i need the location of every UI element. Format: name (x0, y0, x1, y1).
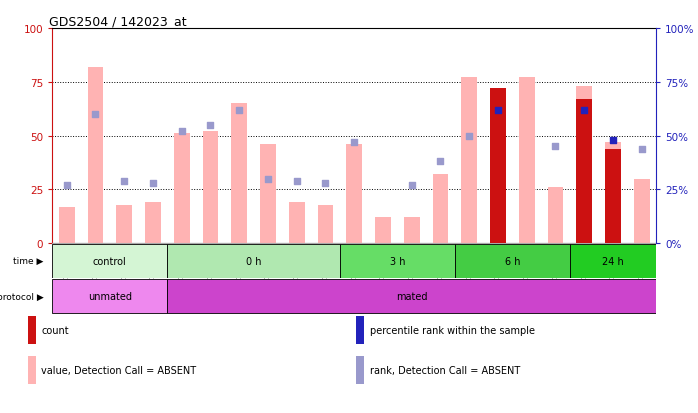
Point (205, 122, 216, 129)
Point (320, 180, 331, 187)
Bar (599, 29, 628, 244)
Bar (461, 78, 477, 244)
Bar (375, 218, 391, 244)
Text: 3 h: 3 h (389, 256, 405, 266)
Text: GDS2504 / 142023_at: GDS2504 / 142023_at (50, 15, 187, 28)
Point (90, 112, 101, 118)
Bar (548, 188, 563, 244)
Bar (139, 29, 168, 244)
Bar (283, 29, 311, 244)
Point (262, 176, 274, 183)
Bar (231, 104, 247, 244)
Bar (577, 100, 592, 244)
Point (176, 129, 187, 135)
Text: 6 h: 6 h (505, 256, 520, 266)
Bar (484, 29, 512, 244)
Bar (168, 280, 656, 313)
Bar (81, 29, 110, 244)
Text: percentile rank within the sample: percentile rank within the sample (369, 325, 535, 335)
Bar (168, 244, 340, 278)
Point (492, 107, 503, 114)
Bar (397, 29, 426, 244)
Point (348, 140, 360, 146)
Bar (52, 244, 168, 278)
Text: 0 h: 0 h (246, 256, 261, 266)
Bar (27, 356, 36, 385)
Text: count: count (41, 325, 69, 335)
Bar (87, 68, 103, 244)
Bar (145, 203, 161, 244)
Bar (196, 29, 225, 244)
Bar (628, 29, 656, 244)
Bar (455, 29, 484, 244)
Bar (311, 29, 340, 244)
Bar (318, 205, 334, 244)
Bar (110, 29, 139, 244)
Point (406, 183, 417, 189)
Bar (202, 132, 218, 244)
Bar (168, 29, 196, 244)
Bar (570, 244, 656, 278)
Text: value, Detection Call = ABSENT: value, Detection Call = ABSENT (41, 365, 196, 375)
Bar (605, 149, 621, 244)
Text: time ▶: time ▶ (13, 257, 44, 266)
Bar (404, 218, 419, 244)
Point (463, 133, 475, 140)
Bar (52, 280, 168, 313)
Bar (356, 316, 364, 344)
Bar (577, 87, 592, 244)
Text: rank, Detection Call = ABSENT: rank, Detection Call = ABSENT (369, 365, 520, 375)
Bar (490, 89, 506, 244)
Bar (225, 29, 253, 244)
Point (579, 107, 590, 114)
Point (61, 183, 73, 189)
Bar (174, 134, 190, 244)
Bar (605, 143, 621, 244)
Bar (369, 29, 397, 244)
Bar (490, 89, 506, 244)
Bar (433, 175, 448, 244)
Text: protocol ▶: protocol ▶ (0, 292, 44, 301)
Bar (59, 207, 75, 244)
Bar (260, 145, 276, 244)
Bar (346, 145, 362, 244)
Bar (426, 29, 455, 244)
Point (607, 137, 618, 144)
Point (550, 144, 561, 150)
Bar (634, 179, 650, 244)
Text: mated: mated (396, 291, 427, 301)
Bar (455, 244, 570, 278)
Bar (117, 205, 132, 244)
Bar (289, 203, 304, 244)
Text: unmated: unmated (88, 291, 132, 301)
Bar (27, 316, 36, 344)
Bar (356, 356, 364, 385)
Bar (253, 29, 283, 244)
Bar (512, 29, 541, 244)
Point (435, 159, 446, 165)
Text: 24 h: 24 h (602, 256, 624, 266)
Point (119, 178, 130, 185)
Point (636, 146, 647, 152)
Bar (570, 29, 599, 244)
Point (234, 107, 245, 114)
Bar (340, 29, 369, 244)
Bar (541, 29, 570, 244)
Point (147, 180, 158, 187)
Text: control: control (93, 256, 127, 266)
Bar (52, 29, 81, 244)
Point (291, 178, 302, 185)
Bar (519, 78, 535, 244)
Bar (340, 244, 455, 278)
